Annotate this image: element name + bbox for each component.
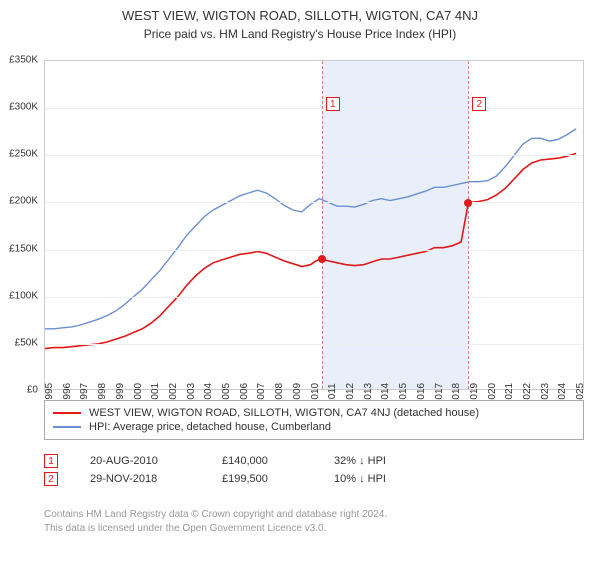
plot-region: 12 [44,60,584,390]
sale-marker-box: 1 [44,454,58,468]
y-axis-label: £100K [9,290,38,301]
chart-container: WEST VIEW, WIGTON ROAD, SILLOTH, WIGTON,… [0,8,600,568]
chart-area: 12 £0£50K£100K£150K£200K£250K£300K£350K1… [44,60,584,390]
sale-dot [464,199,472,207]
sale-hpi-delta: 10% ↓ HPI [334,473,414,485]
sale-hpi-delta: 32% ↓ HPI [334,455,414,467]
y-axis-label: £300K [9,102,38,113]
gridline-h [45,202,583,203]
sales-table: 1 20-AUG-2010 £140,000 32% ↓ HPI 2 29-NOV-201… [44,450,584,490]
gridline-h [45,108,583,109]
chart-title: WEST VIEW, WIGTON ROAD, SILLOTH, WIGTON,… [0,8,600,23]
sale-price: £140,000 [222,455,302,467]
legend-item: HPI: Average price, detached house, Cumb… [53,421,575,433]
y-axis-label: £200K [9,196,38,207]
y-axis-label: £350K [9,55,38,66]
marker-label: 2 [472,97,486,111]
legend-swatch [53,412,81,414]
sale-date: 29-NOV-2018 [90,473,190,485]
sale-row: 2 29-NOV-2018 £199,500 10% ↓ HPI [44,472,584,486]
y-axis-label: £0 [27,385,38,396]
sale-dot [318,255,326,263]
attribution-line: Contains HM Land Registry data © Crown c… [44,508,584,522]
marker-line [468,61,469,389]
sale-marker-box: 2 [44,472,58,486]
legend: WEST VIEW, WIGTON ROAD, SILLOTH, WIGTON,… [44,400,584,440]
legend-item: WEST VIEW, WIGTON ROAD, SILLOTH, WIGTON,… [53,407,575,419]
gridline-h [45,250,583,251]
legend-swatch [53,426,81,428]
marker-label: 1 [326,97,340,111]
y-axis-label: £250K [9,149,38,160]
gridline-h [45,297,583,298]
attribution: Contains HM Land Registry data © Crown c… [44,508,584,535]
series-property [45,153,576,348]
y-axis-label: £50K [15,337,38,348]
sale-price: £199,500 [222,473,302,485]
line-canvas [45,61,585,391]
attribution-line: This data is licensed under the Open Gov… [44,522,584,536]
series-hpi [45,129,576,329]
legend-label: HPI: Average price, detached house, Cumb… [89,421,331,433]
gridline-h [45,344,583,345]
sale-row: 1 20-AUG-2010 £140,000 32% ↓ HPI [44,454,584,468]
chart-subtitle: Price paid vs. HM Land Registry's House … [0,27,600,41]
legend-label: WEST VIEW, WIGTON ROAD, SILLOTH, WIGTON,… [89,407,479,419]
gridline-h [45,155,583,156]
sale-date: 20-AUG-2010 [90,455,190,467]
marker-line [322,61,323,389]
y-axis-label: £150K [9,243,38,254]
